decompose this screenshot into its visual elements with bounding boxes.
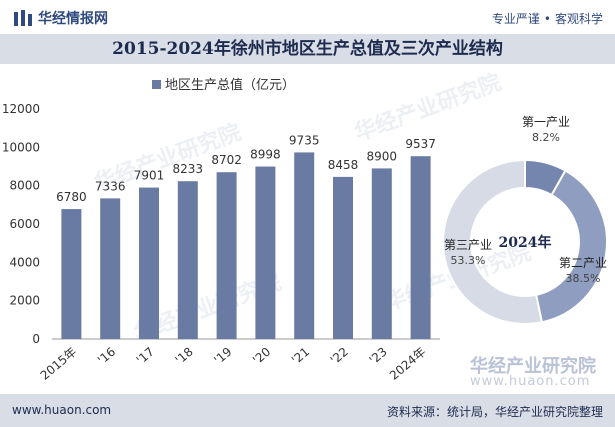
top-bar: 华经情报网 专业严谨 • 客观科学: [0, 0, 615, 34]
bar: [333, 176, 353, 339]
y-tick-label: 6000: [9, 217, 40, 231]
x-tick-label: '22: [328, 345, 351, 368]
x-tick-label: '18: [172, 345, 195, 368]
x-tick-label: '19: [211, 345, 234, 368]
bar: [216, 172, 237, 339]
x-tick-label: '23: [366, 345, 389, 368]
bar-value-label: 6780: [56, 190, 87, 204]
donut-slice-name: 第三产业: [444, 238, 492, 252]
slogan-left: 专业严谨: [491, 12, 540, 26]
y-tick-label: 12000: [2, 102, 40, 116]
donut-slice-name: 第二产业: [559, 256, 607, 270]
logo-text: 华经情报网: [38, 11, 108, 27]
bar: [371, 168, 392, 339]
slogan: 专业严谨 • 客观科学: [492, 10, 603, 27]
watermark-brand: 华经产业研究院: [470, 356, 596, 377]
footer-source: 资料来源：统计局，华经产业研究院整理: [386, 405, 603, 419]
x-tick-label: 2015年: [38, 345, 80, 383]
bar-value-label: 9735: [289, 133, 320, 147]
x-tick-label: '20: [250, 345, 273, 368]
donut-slice-value: 53.3%: [451, 254, 486, 267]
bar-value-label: 9537: [405, 137, 436, 151]
x-tick-label: '16: [95, 345, 118, 368]
donut-slice-value: 8.2%: [532, 131, 560, 144]
footer-url[interactable]: www.huaon.com: [12, 403, 112, 417]
donut-slice-value: 38.5%: [566, 272, 601, 285]
legend-swatch: [152, 80, 161, 89]
bar-value-label: 7336: [95, 179, 126, 193]
bar-value-label: 8702: [211, 153, 242, 167]
footer: www.huaon.com 资料来源：统计局，华经产业研究院整理: [0, 394, 615, 427]
y-tick-label: 8000: [9, 179, 40, 193]
watermark-url: www.huaon.com: [470, 374, 591, 389]
slogan-right: 客观科学: [554, 12, 603, 26]
bar-value-label: 8458: [328, 158, 359, 172]
bar-chart: 地区生产总值（亿元） 0 2000 4000 6000 8000 10000 12000 678…: [2, 77, 440, 383]
legend: 地区生产总值（亿元）: [152, 77, 295, 93]
y-tick-label: 4000: [9, 255, 40, 269]
x-tick-label: 2024年: [387, 345, 429, 383]
bar-value-label: 7901: [134, 169, 165, 183]
donut-slice: [442, 158, 544, 325]
title-bar: 2015-2024年徐州市地区生产总值及三次产业结构: [0, 34, 615, 64]
donut-slice-name: 第一产业: [522, 115, 570, 129]
bar: [410, 156, 431, 339]
donut-center-label: 2024年: [499, 234, 552, 251]
y-tick-label: 0: [32, 332, 40, 346]
bar: [61, 209, 82, 339]
slogan-separator: •: [543, 12, 551, 26]
x-tick-label: '21: [289, 345, 312, 368]
chart-area: 地区生产总值（亿元） 0 2000 4000 6000 8000 10000 12000 678…: [2, 77, 608, 383]
y-tick-label: 10000: [2, 140, 40, 154]
bar: [294, 152, 315, 339]
chart-title: 2015-2024年徐州市地区生产总值及三次产业结构: [112, 39, 503, 59]
bar-value-label: 8233: [173, 162, 204, 176]
donut-slice: [534, 169, 608, 324]
bar: [100, 198, 121, 339]
legend-label: 地区生产总值（亿元）: [165, 77, 295, 93]
bar: [139, 187, 159, 339]
y-tick-label: 2000: [9, 294, 40, 308]
bar-value-label: 8900: [367, 149, 398, 163]
logo-icon: [14, 10, 32, 26]
x-tick-label: '17: [134, 345, 157, 368]
bar: [255, 166, 276, 339]
bar-value-label: 8998: [250, 148, 281, 162]
bar: [177, 181, 198, 339]
donut-chart: 2024年 第一产业 8.2% 第二产业 38.5% 第三产业 53.3%: [442, 115, 608, 325]
